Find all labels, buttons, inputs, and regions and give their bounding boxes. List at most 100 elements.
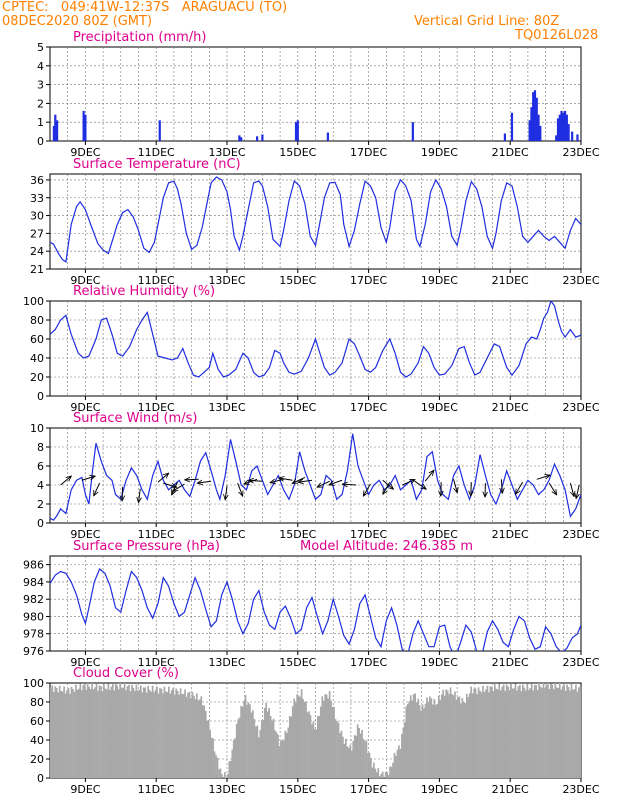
cloud-bar	[389, 766, 391, 778]
cloud-bar	[334, 719, 337, 778]
cloud-bar	[434, 704, 437, 778]
cloud-bar	[103, 684, 105, 778]
cloud-bar	[64, 693, 67, 778]
cloud-bar	[433, 698, 436, 778]
cloud-bar	[404, 721, 406, 778]
cloud-bar	[511, 688, 514, 778]
cloud-bar	[256, 725, 259, 778]
cloud-bar	[330, 700, 332, 778]
cloud-bar	[83, 684, 86, 778]
cloud-bar	[539, 686, 542, 778]
precip-bar	[158, 120, 161, 141]
cloud-bar	[510, 683, 512, 778]
cloud-bar	[532, 690, 534, 778]
cloud-bar	[221, 774, 223, 778]
wind-xtick-label: 19DEC	[421, 528, 458, 541]
cloud-bar	[504, 690, 506, 778]
cloud-bar	[50, 687, 52, 778]
cloud-bar	[259, 729, 262, 778]
cloud-bar	[101, 691, 104, 778]
cloud-bar	[106, 689, 108, 778]
precip-bar	[532, 92, 535, 141]
cloud-bar	[498, 683, 501, 778]
cloud-bar	[200, 696, 203, 778]
cloud-bar	[544, 687, 546, 778]
cloud-bar	[91, 683, 93, 778]
cloud-bar	[138, 689, 141, 778]
cloud-bar	[240, 705, 242, 778]
wind-ytick-label: 2	[37, 498, 44, 511]
cloud-bar	[395, 756, 397, 778]
wind-ytick-label: 10	[30, 422, 44, 435]
cloud-bar	[218, 769, 220, 778]
wind-arrow	[501, 479, 502, 493]
cloud-bar	[123, 683, 126, 778]
cloud-bar	[170, 690, 173, 778]
cloud-bar	[514, 683, 517, 778]
cloud-bar	[162, 693, 164, 778]
cloud-bar	[460, 703, 462, 778]
cloud-bar	[88, 686, 91, 778]
wind-arrow	[317, 480, 330, 488]
cloud-bar	[131, 684, 133, 778]
rh-xtick-label: 11DEC	[138, 401, 175, 414]
cloud-bar	[165, 691, 167, 778]
cloud-bar	[70, 686, 73, 778]
cloud-bar	[206, 721, 209, 778]
rh-ytick-label: 100	[23, 295, 44, 308]
cloud-bar	[67, 688, 70, 778]
cloud-bar	[274, 730, 276, 778]
cloud-bar	[296, 694, 298, 778]
temp-xtick-label: 9DEC	[70, 274, 100, 287]
wind-arrow	[298, 480, 313, 482]
precip-bar	[571, 131, 574, 141]
cloud-bar	[109, 689, 111, 778]
cloud-bar	[246, 704, 248, 778]
cloud-bar	[535, 684, 537, 778]
cloud-bar	[235, 723, 238, 778]
pressure-ytick-label: 978	[23, 628, 44, 641]
cloud-bar	[331, 706, 334, 778]
cloud-bar	[440, 694, 443, 778]
cloud-bar	[193, 695, 195, 778]
wind-arrow	[383, 481, 391, 494]
cloud-bar	[345, 738, 347, 778]
cloud-bar	[95, 683, 98, 778]
cloud-bar	[72, 688, 74, 778]
cloud-bar	[172, 688, 175, 778]
cloud-bar	[277, 734, 279, 778]
precip-ytick-label: 1	[37, 116, 44, 129]
cloud-bar	[100, 686, 102, 778]
cloud-bar	[452, 695, 455, 778]
cloud-bar	[227, 774, 229, 778]
wind-plot-area	[50, 433, 581, 521]
cloud-ytick-label: 20	[30, 753, 44, 766]
pressure-plot-area	[50, 568, 581, 651]
cloud-bar	[52, 692, 55, 778]
cloud-xtick-label: 9DEC	[70, 783, 100, 796]
cloud-bar	[154, 689, 157, 778]
temp-xtick-label: 23DEC	[562, 274, 599, 287]
temp-ytick-label: 36	[30, 174, 44, 187]
precip-ytick-label: 5	[37, 41, 44, 54]
cloud-bar	[181, 694, 183, 778]
wind-arrow	[60, 476, 72, 486]
cloud-bar	[406, 703, 409, 778]
wind-title: Surface Wind (m/s)	[73, 411, 197, 426]
wind-arrow	[424, 470, 434, 482]
cloud-plot-area	[50, 683, 581, 778]
cloud-bar	[203, 705, 206, 778]
cloud-bar	[328, 690, 331, 778]
cloud-bar	[368, 752, 371, 778]
cloud-bar	[79, 683, 82, 778]
wind-xtick-label: 21DEC	[492, 528, 529, 541]
cloud-bar	[243, 700, 245, 778]
cloud-bar	[547, 683, 549, 778]
precip-xtick-label: 11DEC	[138, 146, 175, 159]
cloud-bar	[356, 724, 359, 778]
cloud-bar	[312, 721, 315, 778]
rh-ytick-label: 20	[30, 371, 44, 384]
cloud-bar	[179, 688, 182, 778]
wind-panel	[46, 427, 582, 527]
